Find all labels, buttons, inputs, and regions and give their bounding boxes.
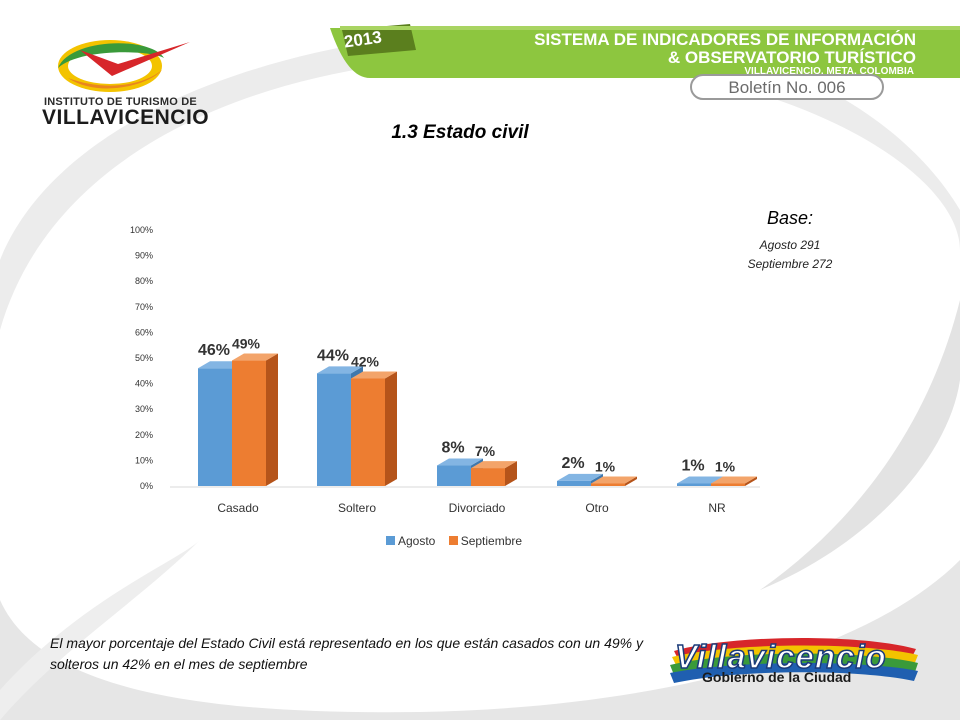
base-septiembre: Septiembre 272 xyxy=(747,257,833,271)
footer-logo-subtitle: Gobierno de la Ciudad xyxy=(702,669,852,685)
data-label-septiembre: 1% xyxy=(595,458,616,474)
legend-item-agosto: Agosto xyxy=(386,534,435,548)
bar-top-septiembre xyxy=(591,476,637,484)
x-tick-label: Soltero xyxy=(338,501,376,515)
y-tick-label: 20% xyxy=(135,430,153,440)
bar-top-agosto xyxy=(437,458,483,466)
bar-top-agosto xyxy=(677,476,723,484)
y-tick-label: 90% xyxy=(135,251,153,261)
banner-title-line2: & OBSERVATORIO TURÍSTICO xyxy=(667,48,916,67)
logo-emblem-icon xyxy=(58,40,190,92)
y-tick-label: 100% xyxy=(130,225,153,235)
y-tick-label: 30% xyxy=(135,404,153,414)
x-tick-label: NR xyxy=(708,501,726,515)
y-tick-label: 60% xyxy=(135,327,153,337)
bar-agosto xyxy=(437,465,471,486)
legend-swatch-agosto xyxy=(386,536,395,545)
data-label-septiembre: 1% xyxy=(715,458,736,474)
data-label-agosto: 1% xyxy=(681,457,704,474)
bar-side-septiembre xyxy=(505,461,517,486)
base-agosto: Agosto 291 xyxy=(759,238,821,252)
chart-legend: Agosto Septiembre xyxy=(386,534,532,548)
logo-city-label: VILLAVICENCIO xyxy=(42,106,210,129)
y-tick-label: 0% xyxy=(140,481,153,491)
logo-institute-label: INSTITUTO DE TURISMO DE xyxy=(44,96,197,108)
bar-septiembre xyxy=(471,468,505,486)
footer-logo-text: Villavicencio xyxy=(674,637,887,676)
y-tick-label: 50% xyxy=(135,353,153,363)
bar-septiembre xyxy=(351,378,385,486)
bar-top-septiembre xyxy=(711,476,757,484)
y-tick-label: 40% xyxy=(135,379,153,389)
bar-septiembre xyxy=(232,360,266,486)
x-tick-label: Otro xyxy=(585,501,609,515)
data-label-agosto: 2% xyxy=(561,455,584,472)
analysis-caption: El mayor porcentaje del Estado Civil est… xyxy=(50,635,644,672)
bar-septiembre xyxy=(591,483,625,486)
y-tick-label: 70% xyxy=(135,302,153,312)
boletin-number-badge: Boletín No. 006 xyxy=(690,74,884,100)
bar-agosto xyxy=(317,373,351,486)
banner-title-line1: SISTEMA DE INDICADORES DE INFORMACIÓN xyxy=(534,30,916,49)
villavicencio-gobierno-logo xyxy=(670,637,918,683)
data-label-agosto: 8% xyxy=(441,440,464,457)
legend-label-agosto: Agosto xyxy=(398,534,436,548)
y-tick-label: 10% xyxy=(135,455,153,465)
bar-side-septiembre xyxy=(745,476,757,486)
bar-top-agosto xyxy=(557,473,603,481)
bar-top-agosto xyxy=(317,366,363,374)
data-label-agosto: 46% xyxy=(198,342,230,359)
bar-agosto xyxy=(198,368,232,486)
bar-top-septiembre xyxy=(351,371,397,379)
bar-top-septiembre xyxy=(471,461,517,469)
data-label-septiembre: 49% xyxy=(232,336,261,352)
data-label-agosto: 44% xyxy=(317,347,349,364)
x-tick-label: Divorciado xyxy=(449,501,506,515)
bar-agosto xyxy=(557,480,591,486)
bar-agosto xyxy=(677,483,711,486)
header-banner xyxy=(330,24,960,78)
bar-side-septiembre xyxy=(266,353,278,486)
chart-title: 1.3 Estado civil xyxy=(391,122,529,143)
bar-septiembre xyxy=(711,483,745,486)
bar-top-septiembre xyxy=(232,353,278,361)
x-tick-label: Casado xyxy=(217,501,259,515)
data-label-septiembre: 7% xyxy=(475,443,496,459)
legend-item-septiembre: Septiembre xyxy=(448,534,523,548)
legend-label-septiembre: Septiembre xyxy=(460,534,523,548)
y-tick-label: 80% xyxy=(135,276,153,286)
data-label-septiembre: 42% xyxy=(351,353,380,369)
bar-side-septiembre xyxy=(625,476,637,486)
banner-subtitle: VILLAVICENCIO, META, COLOMBIA xyxy=(744,66,914,77)
base-title: Base: xyxy=(766,208,814,228)
bar-side-septiembre xyxy=(385,371,397,486)
instituto-turismo-logo: INSTITUTO DE TURISMO DE VILLAVICENCIO xyxy=(40,28,230,129)
legend-swatch-septiembre xyxy=(448,536,458,545)
